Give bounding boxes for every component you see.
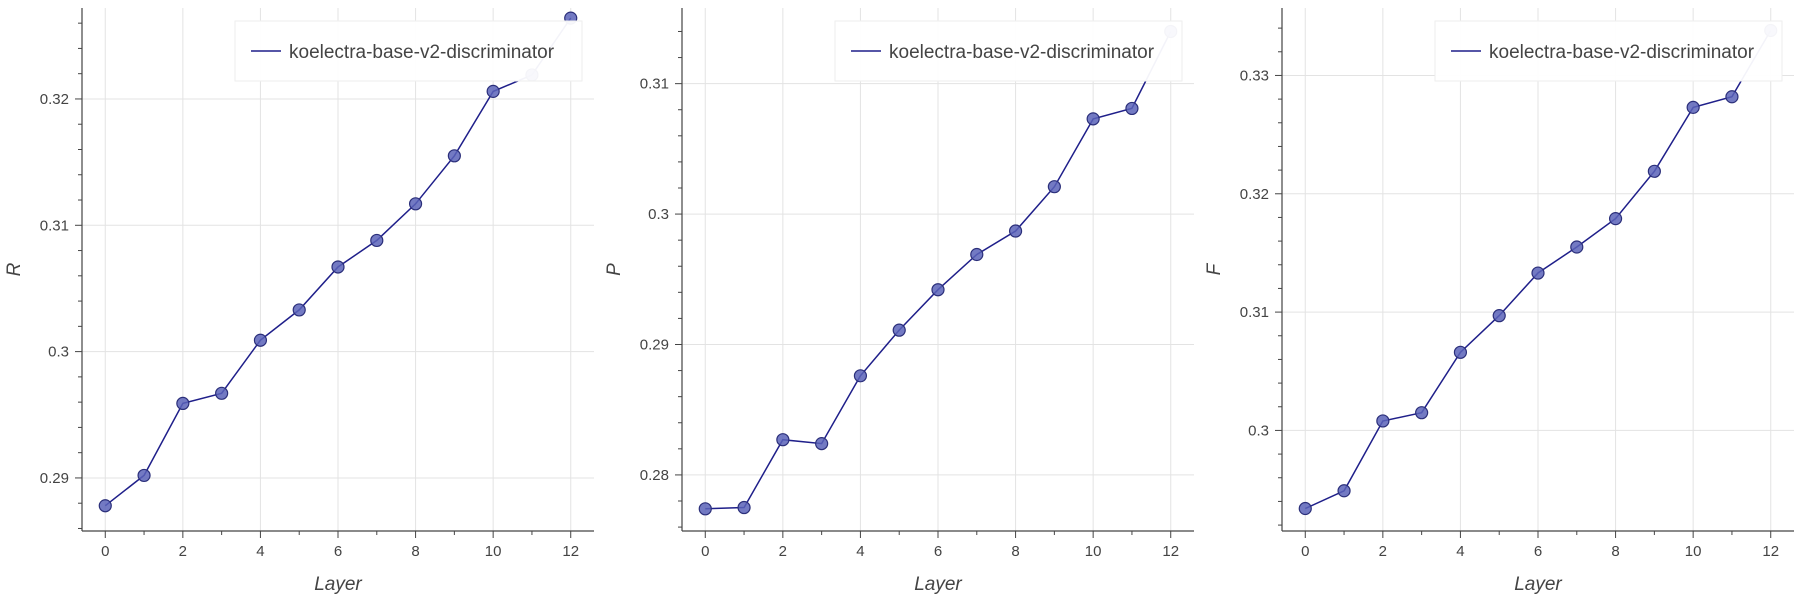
x-axis-title: Layer (1514, 574, 1562, 595)
x-tick-label: 10 (1685, 543, 1702, 560)
y-tick-label: 0.32 (40, 91, 69, 108)
y-tick-label: 0.29 (40, 470, 69, 487)
y-tick-label: 0.3 (1248, 422, 1269, 439)
x-tick-label: 12 (1762, 543, 1779, 560)
data-point (331, 260, 345, 274)
data-point (892, 323, 906, 337)
data-point (1337, 484, 1351, 498)
y-tick-label: 0.33 (1240, 67, 1269, 84)
y-axis-title: R (4, 262, 25, 276)
y-axis-title: P (604, 263, 625, 276)
x-tick-label: 2 (179, 543, 187, 560)
data-point (1492, 309, 1506, 323)
data-point (98, 499, 112, 513)
y-tick-label: 0.31 (640, 76, 669, 93)
legend-box (1434, 20, 1783, 82)
data-point (1298, 501, 1312, 516)
data-point (815, 437, 829, 451)
data-point (370, 233, 384, 248)
data-point (292, 303, 306, 317)
data-point (698, 502, 712, 516)
data-point (1531, 266, 1545, 280)
x-tick-label: 2 (1379, 543, 1387, 560)
data-point (853, 369, 868, 383)
x-axis-title: Layer (914, 574, 962, 595)
x-tick-label: 6 (1534, 543, 1542, 560)
legend-label: koelectra-base-v2-discriminator (289, 42, 555, 63)
x-tick-label: 0 (101, 543, 109, 560)
data-point (253, 333, 268, 347)
x-tick-label: 6 (934, 543, 942, 560)
x-axis-title: Layer (314, 574, 362, 595)
x-tick-label: 12 (562, 543, 579, 560)
data-point (215, 386, 229, 400)
legend: koelectra-base-v2-discriminator (834, 20, 1183, 82)
data-point (408, 197, 423, 211)
y-tick-label: 0.29 (640, 336, 669, 353)
y-tick-label: 0.28 (640, 467, 669, 484)
x-tick-label: 0 (701, 543, 709, 560)
data-point (176, 396, 190, 411)
data-point (1570, 240, 1584, 254)
data-point (486, 84, 500, 98)
data-point (931, 283, 945, 297)
x-tick-label: 4 (1456, 543, 1464, 560)
data-point (137, 468, 151, 483)
y-tick-label: 0.31 (40, 217, 69, 234)
y-axis-title: F (1204, 262, 1225, 275)
x-tick-label: 2 (779, 543, 787, 560)
data-point (737, 500, 751, 515)
x-tick-label: 10 (1085, 543, 1102, 560)
x-tick-label: 4 (856, 543, 864, 560)
y-tick-label: 0.31 (1240, 304, 1269, 321)
legend: koelectra-base-v2-discriminator (1434, 20, 1783, 82)
data-point (1686, 100, 1700, 114)
data-point (1086, 112, 1100, 126)
y-tick-label: 0.3 (648, 206, 669, 223)
chart-panel-1: 0 2 4 6 8 10 12 0.29 0.3 0.31 0.32 Layer Rkoelectra-… (4, 8, 594, 595)
x-tick-label: 8 (411, 543, 419, 560)
data-point (1725, 90, 1739, 104)
data-point (447, 149, 461, 163)
x-tick-label: 12 (1162, 543, 1179, 560)
legend-box (834, 20, 1183, 82)
chart-panel-2: 0 2 4 6 8 10 12 0.28 0.29 0.3 0.31 Layer Pkoelectra-… (604, 8, 1194, 595)
data-point (970, 247, 984, 262)
data-point (1415, 406, 1429, 420)
y-tick-label: 0.32 (1240, 186, 1269, 203)
x-tick-label: 8 (1611, 543, 1619, 560)
legend-box (234, 20, 583, 82)
y-tick-label: 0.3 (48, 344, 69, 361)
data-point (1047, 180, 1061, 194)
chart-panel-3: 0 2 4 6 8 10 12 0.3 0.31 0.32 0.33 Layer Fkoelectra-… (1204, 8, 1794, 595)
data-point (1647, 164, 1661, 178)
data-point (1453, 345, 1468, 359)
legend-label: koelectra-base-v2-discriminator (1489, 42, 1755, 63)
data-point (1008, 224, 1023, 238)
x-tick-label: 8 (1011, 543, 1019, 560)
x-tick-label: 10 (485, 543, 502, 560)
x-tick-label: 0 (1301, 543, 1309, 560)
data-point (1608, 212, 1623, 226)
x-tick-label: 6 (334, 543, 342, 560)
data-point (1125, 101, 1139, 116)
legend-label: koelectra-base-v2-discriminator (889, 42, 1155, 63)
legend: koelectra-base-v2-discriminator (234, 20, 583, 82)
x-tick-label: 4 (256, 543, 264, 560)
data-point (776, 433, 790, 447)
data-point (1376, 414, 1390, 428)
